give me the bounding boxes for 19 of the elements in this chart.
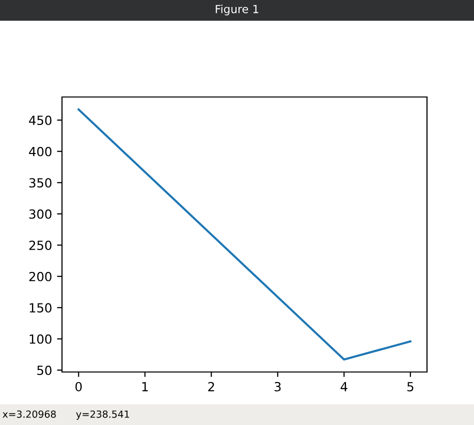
y-tick-label: 200 xyxy=(29,272,52,282)
chart-title: Figure 1 xyxy=(216,4,258,16)
y-tick-label: 450 xyxy=(29,116,52,126)
x-tick-label: 1 xyxy=(142,382,148,392)
x-tick-label: 2 xyxy=(208,382,214,392)
y-tick-label: 300 xyxy=(29,209,52,219)
y-tick-label: 150 xyxy=(30,303,52,313)
x-tick-label: 4 xyxy=(340,382,348,392)
x-tick-label: 3 xyxy=(274,382,281,392)
y-tick-label: 250 xyxy=(29,240,52,250)
y-tick-label: 100 xyxy=(30,334,52,344)
line-series xyxy=(78,108,412,361)
y-tick-label: 400 xyxy=(29,146,52,156)
text: y=238.541 xyxy=(76,410,130,420)
y-tick-label: 350 xyxy=(29,178,52,188)
text: x=3.20968 xyxy=(2,410,56,418)
y-tick-label: 50 xyxy=(37,366,52,376)
x-tick-label: 0 xyxy=(75,382,82,392)
x-tick-label: 5 xyxy=(407,382,414,392)
